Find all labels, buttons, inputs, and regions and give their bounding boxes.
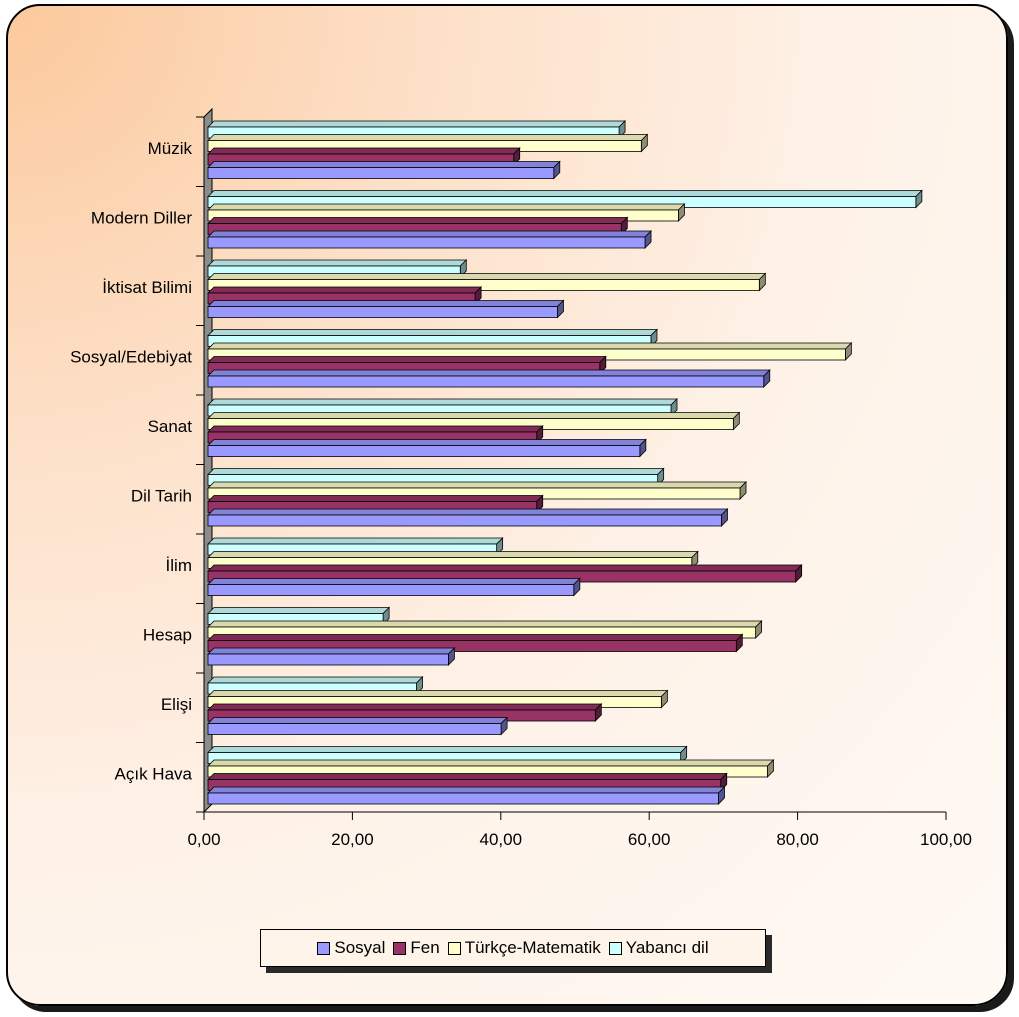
- legend-label: Yabancı dil: [625, 938, 709, 957]
- bar: [207, 167, 555, 179]
- bar: [207, 375, 765, 388]
- bar-top-face: [207, 439, 647, 446]
- x-tick-label: 20,00: [331, 830, 374, 849]
- bar-top-face: [207, 551, 699, 558]
- bar-top-face: [207, 703, 603, 711]
- x-tick-label: 100,00: [920, 830, 972, 849]
- bar-top-face: [207, 564, 803, 572]
- bar-top-face: [207, 230, 653, 238]
- bar: [207, 723, 502, 735]
- bar-top-face: [207, 495, 544, 502]
- bar-top-face: [207, 147, 521, 155]
- bar: [207, 514, 722, 527]
- y-category-label: Hesap: [143, 625, 192, 644]
- y-category-label: İktisat Bilimi: [102, 278, 192, 297]
- bar-top-face: [207, 537, 504, 545]
- bar-top-face: [207, 342, 853, 350]
- bar-top-face: [207, 217, 629, 224]
- y-category-label: Müzik: [148, 139, 193, 158]
- bar-top-face: [207, 607, 391, 614]
- y-category-label: Sanat: [148, 417, 193, 436]
- x-tick-label: 60,00: [628, 830, 671, 849]
- bar-top-face: [207, 773, 728, 780]
- x-tick-label: 40,00: [480, 830, 523, 849]
- bar: [207, 653, 449, 666]
- y-category-label: Modern Diller: [91, 208, 192, 227]
- bar-top-face: [207, 203, 686, 211]
- bar: [207, 279, 760, 291]
- x-tick-label: 0,00: [187, 830, 220, 849]
- bar-top-face: [207, 120, 627, 128]
- legend-item-turkce-matematik: Türkçe-Matematik: [447, 938, 601, 958]
- legend-label: Fen: [410, 938, 440, 957]
- bar-top-face: [207, 161, 561, 168]
- bar-top-face: [207, 620, 763, 628]
- bar-top-face: [207, 356, 607, 363]
- bar-top-face: [207, 300, 565, 307]
- legend-label: Türkçe-Matematik: [464, 938, 601, 957]
- bar-top-face: [207, 634, 744, 641]
- bar-top-face: [207, 468, 665, 475]
- legend: Sosyal Fen Türkçe-Matematik Yabancı dil: [260, 929, 766, 967]
- bar-top-face: [207, 412, 741, 419]
- bar-top-face: [207, 329, 658, 336]
- legend-item-fen: Fen: [393, 938, 440, 958]
- bar-top-face: [207, 746, 688, 753]
- bar-top-face: [207, 369, 771, 377]
- bar-top-face: [207, 273, 767, 280]
- y-category-label: İlim: [166, 556, 192, 575]
- bar: [207, 792, 719, 805]
- y-category-label: Açık Hava: [115, 764, 193, 783]
- bar-top-face: [207, 398, 678, 406]
- bar-top-face: [207, 134, 649, 141]
- legend-swatch: [447, 941, 461, 955]
- bar-top-face: [207, 759, 775, 767]
- bar-top-face: [207, 190, 923, 197]
- bar-top-face: [207, 690, 669, 697]
- bar: [207, 584, 575, 596]
- y-category-label: Elişi: [161, 695, 192, 714]
- legend-swatch: [393, 941, 407, 955]
- bar: [207, 236, 646, 249]
- legend-swatch: [608, 941, 622, 955]
- bar-top-face: [207, 481, 747, 489]
- legend-label: Sosyal: [334, 938, 386, 957]
- bar: [207, 445, 641, 457]
- bar-top-face: [207, 259, 468, 267]
- bar-top-face: [207, 786, 726, 794]
- y-category-label: Dil Tarih: [131, 486, 192, 505]
- bar-top-face: [207, 286, 483, 294]
- legend-swatch: [317, 941, 331, 955]
- x-tick-label: 80,00: [776, 830, 819, 849]
- bar-top-face: [207, 647, 456, 655]
- bar-top-face: [207, 508, 729, 516]
- bar-top-face: [207, 676, 424, 684]
- y-category-label: Sosyal/Edebiyat: [70, 347, 192, 366]
- bar-top-face: [207, 717, 509, 724]
- bar: [207, 640, 737, 652]
- bar: [207, 306, 558, 318]
- legend-item-yabanci-dil: Yabancı dil: [608, 938, 709, 958]
- bar-top-face: [207, 578, 581, 585]
- legend-item-sosyal: Sosyal: [317, 938, 385, 958]
- bar-top-face: [207, 425, 544, 433]
